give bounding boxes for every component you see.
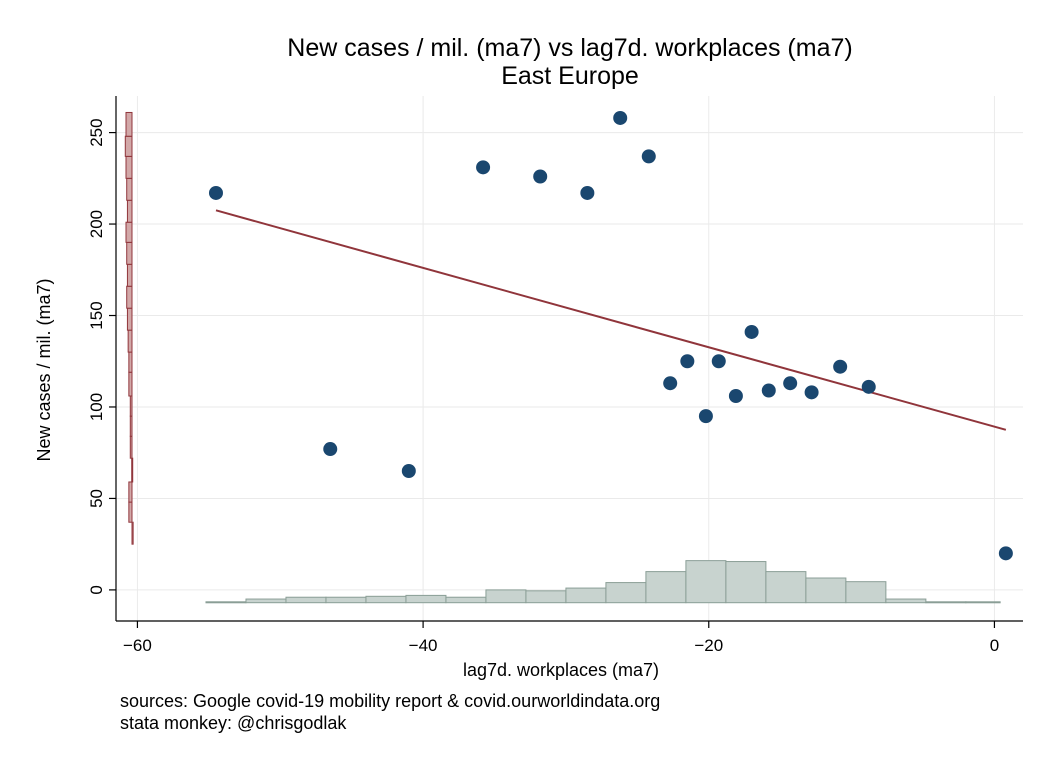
data-point [476, 160, 491, 175]
data-point [641, 149, 656, 164]
x-histogram-bar [645, 571, 687, 604]
y-histogram-bar [125, 221, 133, 243]
y-histogram-bar [127, 329, 133, 353]
x-histogram-bar [525, 590, 567, 604]
data-point [711, 354, 726, 369]
x-tick-label: −40 [409, 636, 438, 655]
y-histogram-bar [125, 155, 133, 179]
x-histogram-bar [405, 594, 447, 604]
fit-line-group [215, 209, 1007, 431]
y-histogram-bar [124, 135, 133, 157]
y-histogram-bar [125, 111, 133, 137]
data-point [580, 185, 595, 200]
x-histogram-bar [285, 596, 327, 604]
y-tick-label: 150 [87, 301, 106, 329]
x-histogram-bar [485, 589, 527, 604]
data-point [783, 376, 798, 391]
data-point [998, 546, 1013, 561]
x-histogram-bar [365, 595, 407, 604]
data-point [833, 359, 848, 374]
y-histogram-bar [126, 177, 133, 201]
x-histogram-bar [925, 601, 967, 604]
tick-labels: −60 −40 −20 0 0 50 100 150 200 250 [87, 118, 999, 655]
data-point [804, 385, 819, 400]
x-axis-title: lag7d. workplaces (ma7) [463, 660, 659, 680]
x-histogram-bar [885, 598, 927, 604]
data-point [208, 185, 223, 200]
data-point [401, 464, 416, 478]
data-point [323, 442, 338, 457]
x-histogram-bar [325, 596, 367, 604]
y-histogram-bar [129, 415, 133, 437]
y-histogram-bar [126, 307, 133, 331]
x-histogram-bar [685, 560, 727, 604]
axes [109, 96, 1023, 628]
data-point [728, 389, 743, 403]
y-histogram [124, 111, 134, 545]
y-histogram-bar [129, 435, 133, 459]
author-note: stata monkey: @chrisgodlak [120, 713, 347, 733]
y-histogram-bar [126, 285, 133, 309]
y-tick-label: 200 [87, 210, 106, 238]
y-tick-label: 250 [87, 118, 106, 146]
data-point [698, 409, 713, 424]
data-point [761, 383, 776, 398]
x-histogram-bar [565, 587, 607, 604]
y-histogram-bar [126, 241, 133, 265]
fit-line [215, 209, 1007, 431]
x-tick-label: 0 [990, 636, 999, 655]
x-histogram-bar [605, 582, 647, 604]
x-histogram-bar [445, 596, 487, 604]
x-tick-label: −20 [694, 636, 723, 655]
y-tick-label: 100 [87, 393, 106, 421]
y-histogram-bar [126, 199, 133, 223]
source-note: sources: Google covid-19 mobility report… [120, 691, 660, 711]
data-point [613, 110, 628, 125]
y-tick-label: 50 [87, 489, 106, 508]
y-histogram-bar [126, 263, 133, 287]
x-histogram-bar [765, 571, 807, 604]
y-histogram-bar [128, 481, 133, 503]
y-histogram-bar [131, 457, 134, 483]
y-tick-label: 0 [87, 585, 106, 594]
y-histogram-bar [129, 395, 133, 417]
scatter-points [208, 110, 1013, 561]
x-histogram-bar [805, 577, 847, 604]
data-point [663, 376, 678, 391]
data-point [744, 324, 759, 339]
y-histogram-bar [128, 371, 133, 397]
y-histogram-bar [128, 501, 133, 523]
data-point [861, 379, 876, 394]
y-histogram-bar [128, 351, 133, 373]
x-histogram-bar [725, 561, 767, 604]
chart-subtitle: East Europe [501, 62, 639, 90]
x-histogram-bar [845, 581, 887, 604]
data-point [680, 354, 695, 369]
chart-title: New cases / mil. (ma7) vs lag7d. workpla… [287, 34, 852, 62]
data-point [533, 169, 548, 184]
x-tick-label: −60 [123, 636, 152, 655]
gridlines [116, 96, 1023, 621]
x-histogram-bar [205, 601, 247, 604]
y-histogram-bar [131, 521, 134, 545]
x-histogram [205, 560, 1001, 604]
x-histogram-bar [965, 601, 1001, 604]
x-histogram-bar [245, 598, 287, 604]
y-axis-title: New cases / mil. (ma7) [34, 278, 54, 461]
